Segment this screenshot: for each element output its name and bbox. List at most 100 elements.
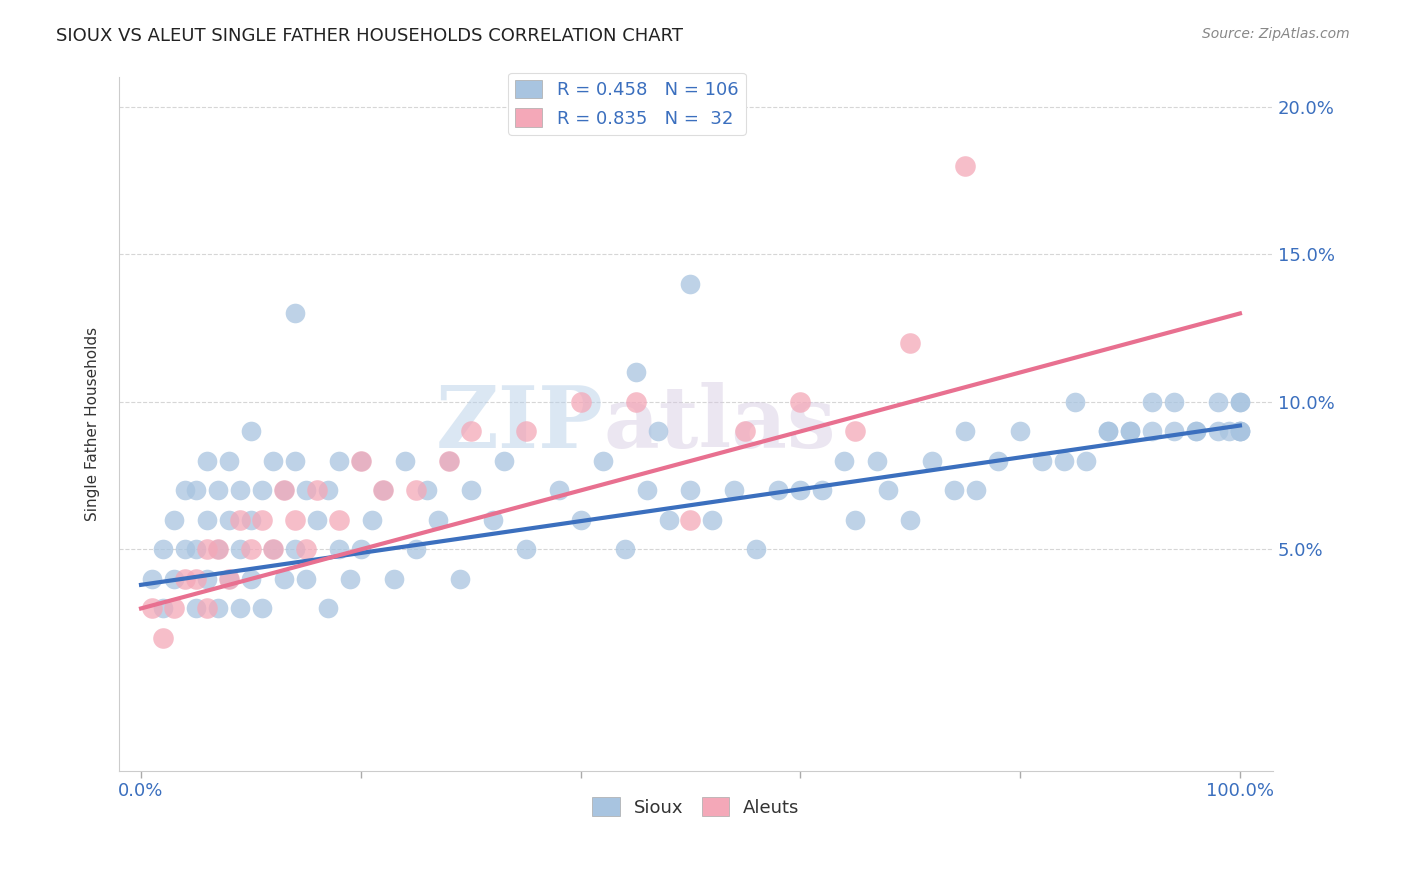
Point xyxy=(877,483,900,498)
Point xyxy=(328,454,350,468)
Point xyxy=(284,513,307,527)
Point xyxy=(481,513,503,527)
Point xyxy=(174,572,197,586)
Point xyxy=(339,572,361,586)
Point xyxy=(624,395,647,409)
Point xyxy=(273,572,295,586)
Point xyxy=(613,542,636,557)
Point xyxy=(218,572,240,586)
Point xyxy=(898,335,921,350)
Point xyxy=(844,513,866,527)
Point xyxy=(515,425,537,439)
Point xyxy=(371,483,394,498)
Point xyxy=(734,425,756,439)
Point xyxy=(416,483,439,498)
Point xyxy=(295,542,318,557)
Point xyxy=(592,454,614,468)
Point xyxy=(218,572,240,586)
Point xyxy=(229,513,252,527)
Point xyxy=(239,572,262,586)
Point xyxy=(207,601,229,615)
Point xyxy=(350,542,373,557)
Point xyxy=(834,454,856,468)
Text: Source: ZipAtlas.com: Source: ZipAtlas.com xyxy=(1202,27,1350,41)
Point xyxy=(184,601,207,615)
Point xyxy=(184,542,207,557)
Point xyxy=(218,454,240,468)
Point xyxy=(195,454,218,468)
Point xyxy=(679,483,702,498)
Point xyxy=(1140,425,1163,439)
Point xyxy=(460,483,482,498)
Point xyxy=(316,483,339,498)
Point xyxy=(250,483,273,498)
Point xyxy=(229,483,252,498)
Point xyxy=(449,572,471,586)
Point xyxy=(262,542,284,557)
Point xyxy=(1206,425,1229,439)
Point xyxy=(152,601,174,615)
Point xyxy=(174,542,197,557)
Point xyxy=(921,454,943,468)
Point xyxy=(789,395,811,409)
Point xyxy=(679,513,702,527)
Point xyxy=(284,542,307,557)
Point xyxy=(262,454,284,468)
Point xyxy=(195,542,218,557)
Point xyxy=(1097,425,1119,439)
Point xyxy=(360,513,382,527)
Point xyxy=(405,542,427,557)
Point xyxy=(195,572,218,586)
Point xyxy=(437,454,460,468)
Point xyxy=(1053,454,1076,468)
Point xyxy=(426,513,449,527)
Point xyxy=(141,601,163,615)
Point xyxy=(647,425,669,439)
Point xyxy=(141,572,163,586)
Point xyxy=(898,513,921,527)
Point xyxy=(184,483,207,498)
Point xyxy=(218,513,240,527)
Text: SIOUX VS ALEUT SINGLE FATHER HOUSEHOLDS CORRELATION CHART: SIOUX VS ALEUT SINGLE FATHER HOUSEHOLDS … xyxy=(56,27,683,45)
Point xyxy=(328,542,350,557)
Point xyxy=(1229,425,1251,439)
Point xyxy=(229,601,252,615)
Point xyxy=(207,542,229,557)
Point xyxy=(273,483,295,498)
Point xyxy=(305,483,328,498)
Point xyxy=(250,601,273,615)
Point xyxy=(382,572,405,586)
Point xyxy=(284,454,307,468)
Point xyxy=(1064,395,1087,409)
Point xyxy=(207,483,229,498)
Point xyxy=(569,395,592,409)
Point xyxy=(152,631,174,645)
Point xyxy=(866,454,889,468)
Point xyxy=(195,513,218,527)
Point xyxy=(723,483,745,498)
Point xyxy=(405,483,427,498)
Point xyxy=(1185,425,1208,439)
Point xyxy=(460,425,482,439)
Point xyxy=(207,542,229,557)
Point xyxy=(1218,425,1240,439)
Point xyxy=(371,483,394,498)
Point xyxy=(768,483,790,498)
Point xyxy=(1140,395,1163,409)
Point xyxy=(163,513,186,527)
Point xyxy=(1119,425,1142,439)
Legend: Sioux, Aleuts: Sioux, Aleuts xyxy=(585,790,807,824)
Point xyxy=(636,483,658,498)
Point xyxy=(239,513,262,527)
Point xyxy=(394,454,416,468)
Point xyxy=(811,483,834,498)
Point xyxy=(953,159,976,173)
Point xyxy=(437,454,460,468)
Point xyxy=(1097,425,1119,439)
Point xyxy=(547,483,569,498)
Point xyxy=(965,483,987,498)
Point xyxy=(239,425,262,439)
Point xyxy=(262,542,284,557)
Point xyxy=(184,572,207,586)
Point xyxy=(229,542,252,557)
